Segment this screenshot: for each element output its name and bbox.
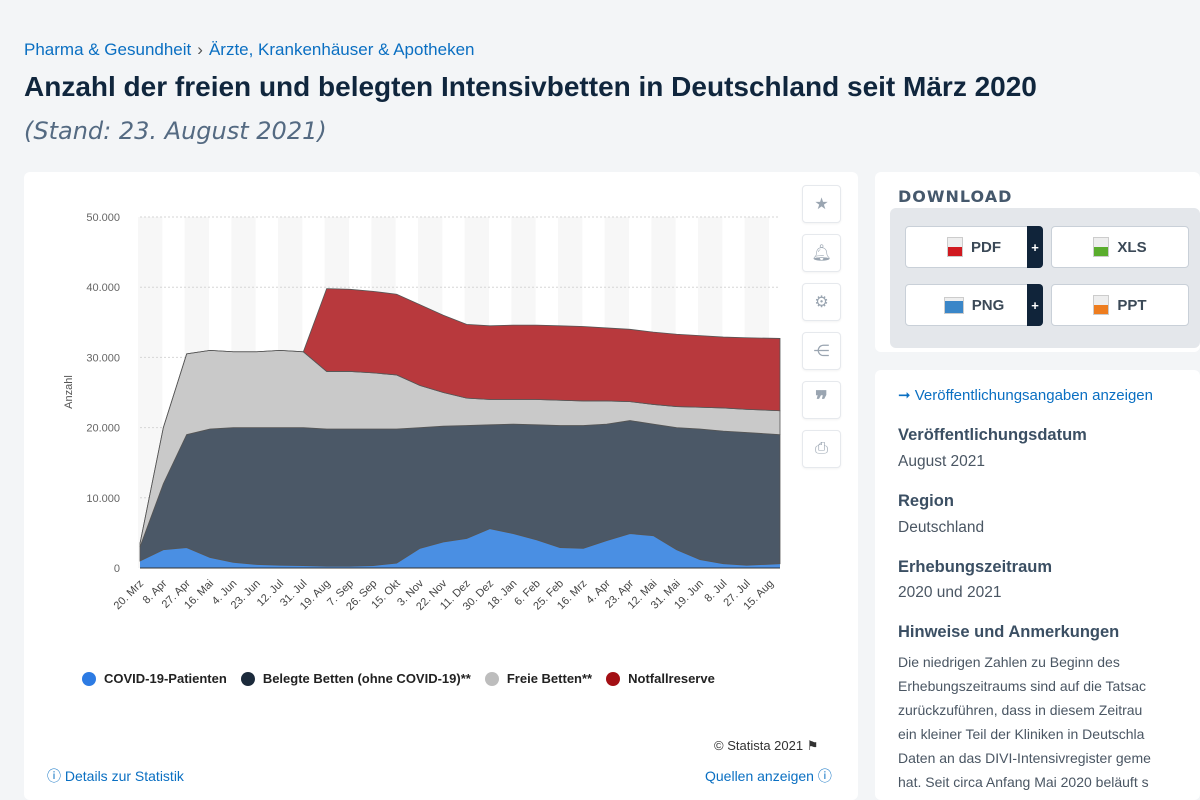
- y-tick-label: 10.000: [86, 493, 120, 505]
- download-pdf-button[interactable]: PDF +: [905, 226, 1043, 268]
- button-label: PDF: [971, 238, 1001, 256]
- field-label: Veröffentlichungsdatum: [898, 426, 1087, 444]
- legend-item[interactable]: Belegte Betten (ohne COVID-19)**: [240, 671, 471, 686]
- y-tick-label: 0: [114, 563, 120, 575]
- gear-icon[interactable]: ⚙: [802, 283, 841, 321]
- field-label: Erhebungszeitraum: [898, 558, 1053, 576]
- field-value: Deutschland: [898, 519, 985, 536]
- y-tick-label: 30.000: [86, 352, 120, 364]
- info-icon: ⓘ: [47, 768, 61, 784]
- field-value: 2020 und 2021: [898, 584, 1002, 601]
- page-subtitle: (Stand: 23. August 2021): [24, 117, 327, 145]
- field-label: Region: [898, 492, 954, 510]
- sources-link-text: Quellen anzeigen: [705, 768, 814, 784]
- field-value: August 2021: [898, 453, 986, 470]
- notes-line: Erhebungszeitraums sind auf die Tatsac: [898, 678, 1146, 694]
- print-icon[interactable]: ⎙: [802, 430, 841, 468]
- notes-title: Hinweise und Anmerkungen: [898, 623, 1120, 641]
- legend-dot: [484, 671, 499, 686]
- ppt-file-icon: [1093, 295, 1110, 315]
- notes-line: ein kleiner Teil der Kliniken in Deutsch…: [898, 726, 1145, 742]
- details-link[interactable]: ⓘ Details zur Statistik: [47, 766, 184, 786]
- share-icon[interactable]: ⋲: [802, 332, 841, 370]
- info-icon: ⓘ: [817, 768, 832, 784]
- legend-label: Notfallreserve: [628, 671, 715, 686]
- notes-line: hat. Seit circa Anfang Mai 2020 beläuft …: [898, 774, 1149, 790]
- details-link-text: Details zur Statistik: [64, 768, 184, 784]
- legend-item[interactable]: Freie Betten**: [484, 671, 593, 686]
- y-tick-label: 50.000: [86, 212, 120, 224]
- chart: 0 10.000 20.000 30.000 40.000 50.000 Anzahl 20.…: [63, 212, 781, 613]
- y-axis-label: Anzahl: [63, 375, 75, 409]
- notes-line: Daten an das DIVI-Intensivregister geme: [898, 750, 1151, 766]
- legend-item[interactable]: COVID-19-Patienten: [82, 671, 227, 686]
- legend-dot: [240, 671, 255, 686]
- breadcrumb-separator: ›: [197, 40, 203, 59]
- button-label: PNG: [971, 296, 1005, 314]
- legend-label: Belegte Betten (ohne COVID-19)**: [262, 671, 471, 686]
- breadcrumb: Pharma & Gesundheit › Ärzte, Krankenhäuser…: [24, 40, 475, 60]
- download-png-button[interactable]: PNG +: [905, 284, 1043, 326]
- notes-line: zurückzuführen, dass in diesem Zeitrau: [898, 702, 1143, 718]
- legend-dot: [82, 671, 96, 686]
- png-options-button[interactable]: +: [1027, 284, 1043, 326]
- bell-icon[interactable]: 🔔︎: [802, 234, 841, 272]
- chart-toolbar: ★ 🔔︎ ⚙ ⋲ ❞ ⎙: [802, 185, 841, 468]
- breadcrumb-link[interactable]: Pharma & Gesundheit: [24, 40, 192, 59]
- area-covid-19-patienten: [140, 528, 780, 568]
- xls-file-icon: [1093, 237, 1110, 257]
- chart-legend: COVID-19-Patienten Belegte Betten (ohne …: [82, 671, 715, 686]
- copyright: © Statista 2021 ⚑: [714, 738, 818, 754]
- download-xls-button[interactable]: XLS: [1051, 226, 1189, 268]
- notes-text: Die niedrigen Zahlen zu Beginn des Erheb…: [898, 650, 1190, 794]
- pdf-options-button[interactable]: +: [1027, 226, 1043, 268]
- download-panel: DOWNLOAD PDF + XLS PNG + PPT: [875, 172, 1200, 352]
- breadcrumb-link[interactable]: Ärzte, Krankenhäuser & Apotheken: [208, 40, 475, 59]
- show-publication-info-link[interactable]: ➞ Veröffentlichungsangaben anzeigen: [898, 387, 1153, 404]
- button-label: PPT: [1117, 296, 1147, 314]
- download-ppt-button[interactable]: PPT: [1051, 284, 1189, 326]
- page-title: Anzahl der freien und belegten Intensivb…: [24, 71, 1037, 102]
- download-title: DOWNLOAD: [898, 187, 1013, 206]
- flag-icon[interactable]: ⚑: [806, 738, 819, 753]
- legend-label: COVID-19-Patienten: [104, 671, 227, 686]
- star-icon[interactable]: ★: [802, 185, 841, 223]
- sources-link[interactable]: Quellen anzeigen ⓘ: [705, 766, 832, 786]
- pdf-file-icon: [947, 237, 963, 257]
- copyright-text: © Statista 2021: [714, 738, 804, 753]
- y-tick-label: 20.000: [86, 423, 120, 435]
- legend-item[interactable]: Notfallreserve: [606, 671, 715, 686]
- publication-info-panel: ➞ Veröffentlichungsangaben anzeigen Verö…: [875, 370, 1200, 800]
- y-tick-label: 40.000: [86, 282, 120, 294]
- png-image-icon: [943, 296, 964, 314]
- download-buttons: PDF + XLS PNG + PPT: [890, 208, 1200, 348]
- button-label: XLS: [1117, 238, 1147, 256]
- legend-label: Freie Betten**: [506, 671, 593, 686]
- legend-dot: [606, 671, 621, 686]
- x-tick-label: 20. Mrz: [112, 578, 146, 612]
- notes-line: Die niedrigen Zahlen zu Beginn des: [898, 654, 1120, 670]
- quote-icon[interactable]: ❞: [802, 381, 841, 419]
- area-notfallreserve: [139, 288, 781, 544]
